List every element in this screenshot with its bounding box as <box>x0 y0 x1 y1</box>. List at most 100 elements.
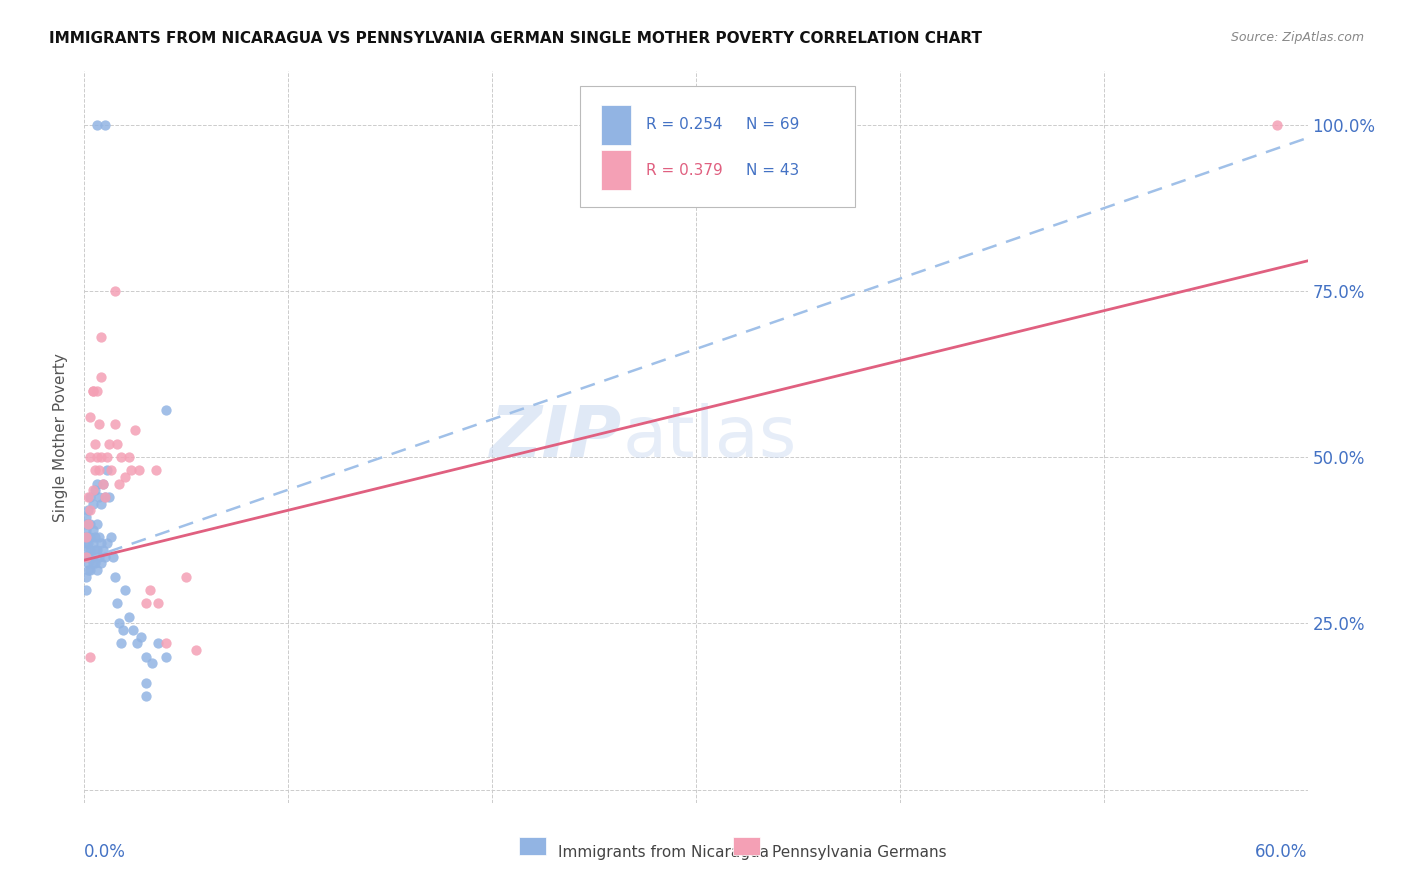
Point <box>97 490 120 504</box>
Point <box>79 410 101 425</box>
Point <box>93 549 115 564</box>
Point <box>75 570 97 584</box>
Point <box>83 557 105 571</box>
Point <box>79 563 101 577</box>
Point <box>110 450 132 464</box>
Text: 60.0%: 60.0% <box>1256 843 1308 861</box>
Point <box>82 549 104 564</box>
Point <box>75 530 97 544</box>
Point <box>75 582 97 597</box>
Point <box>90 450 112 464</box>
Point <box>186 643 208 657</box>
Point <box>83 543 105 558</box>
Point <box>91 543 114 558</box>
Point <box>90 370 112 384</box>
Point <box>82 523 104 537</box>
Point <box>100 530 122 544</box>
Point <box>77 490 100 504</box>
Point <box>86 563 108 577</box>
Point <box>79 503 101 517</box>
Text: R = 0.254: R = 0.254 <box>645 117 723 132</box>
Point <box>75 516 97 531</box>
Text: R = 0.379: R = 0.379 <box>645 162 723 178</box>
Point <box>79 530 101 544</box>
Point <box>79 543 101 558</box>
Point <box>118 609 141 624</box>
Point <box>87 549 110 564</box>
Text: Source: ZipAtlas.com: Source: ZipAtlas.com <box>1230 31 1364 45</box>
Point <box>91 476 114 491</box>
Point <box>77 503 100 517</box>
Point <box>135 596 157 610</box>
Point <box>83 530 105 544</box>
Point <box>86 450 108 464</box>
Point <box>96 536 118 550</box>
Text: ZIP: ZIP <box>491 402 623 472</box>
Point <box>75 523 97 537</box>
Point <box>86 118 108 132</box>
Point <box>135 690 157 704</box>
Point <box>77 530 100 544</box>
Text: atlas: atlas <box>623 402 797 472</box>
Point <box>82 497 104 511</box>
Point <box>90 497 112 511</box>
Point <box>87 417 110 431</box>
Bar <box>600 150 631 190</box>
Point <box>90 557 112 571</box>
Point <box>82 384 104 398</box>
Point <box>114 582 136 597</box>
Bar <box>519 838 546 855</box>
Point <box>75 530 97 544</box>
Point <box>112 623 135 637</box>
Point <box>75 543 97 558</box>
Point <box>135 676 157 690</box>
Point <box>82 557 104 571</box>
Point <box>155 636 177 650</box>
Point <box>146 596 169 610</box>
Point <box>77 549 100 564</box>
Point <box>83 463 105 477</box>
Point <box>86 516 108 531</box>
Point <box>97 436 120 450</box>
Point <box>124 424 146 438</box>
Point <box>141 656 163 670</box>
Point <box>82 536 104 550</box>
Point <box>75 536 97 550</box>
Point <box>75 509 97 524</box>
Point <box>82 384 104 398</box>
Text: N = 43: N = 43 <box>747 162 800 178</box>
Point <box>145 463 167 477</box>
Point <box>105 436 128 450</box>
Point <box>79 490 101 504</box>
Text: N = 69: N = 69 <box>747 117 800 132</box>
Text: 0.0%: 0.0% <box>84 843 127 861</box>
Point <box>131 630 153 644</box>
Point <box>120 463 142 477</box>
Point <box>83 483 105 498</box>
Point <box>79 450 101 464</box>
Point <box>77 563 100 577</box>
Point <box>86 543 108 558</box>
Text: Pennsylvania Germans: Pennsylvania Germans <box>772 846 946 860</box>
Point <box>79 516 101 531</box>
Point <box>128 463 150 477</box>
Point <box>93 118 115 132</box>
Point <box>174 570 197 584</box>
Point <box>104 284 127 298</box>
Point <box>86 476 108 491</box>
Point <box>79 549 101 564</box>
Point <box>1265 118 1288 132</box>
Point <box>93 490 115 504</box>
FancyBboxPatch shape <box>579 86 855 207</box>
Y-axis label: Single Mother Poverty: Single Mother Poverty <box>53 352 69 522</box>
Point <box>155 403 177 417</box>
Point <box>118 450 141 464</box>
Point <box>91 476 114 491</box>
Point <box>77 516 100 531</box>
Point <box>75 549 97 564</box>
Point <box>101 549 124 564</box>
Point <box>146 636 169 650</box>
Point <box>82 483 104 498</box>
Point <box>108 616 131 631</box>
Point <box>138 582 160 597</box>
